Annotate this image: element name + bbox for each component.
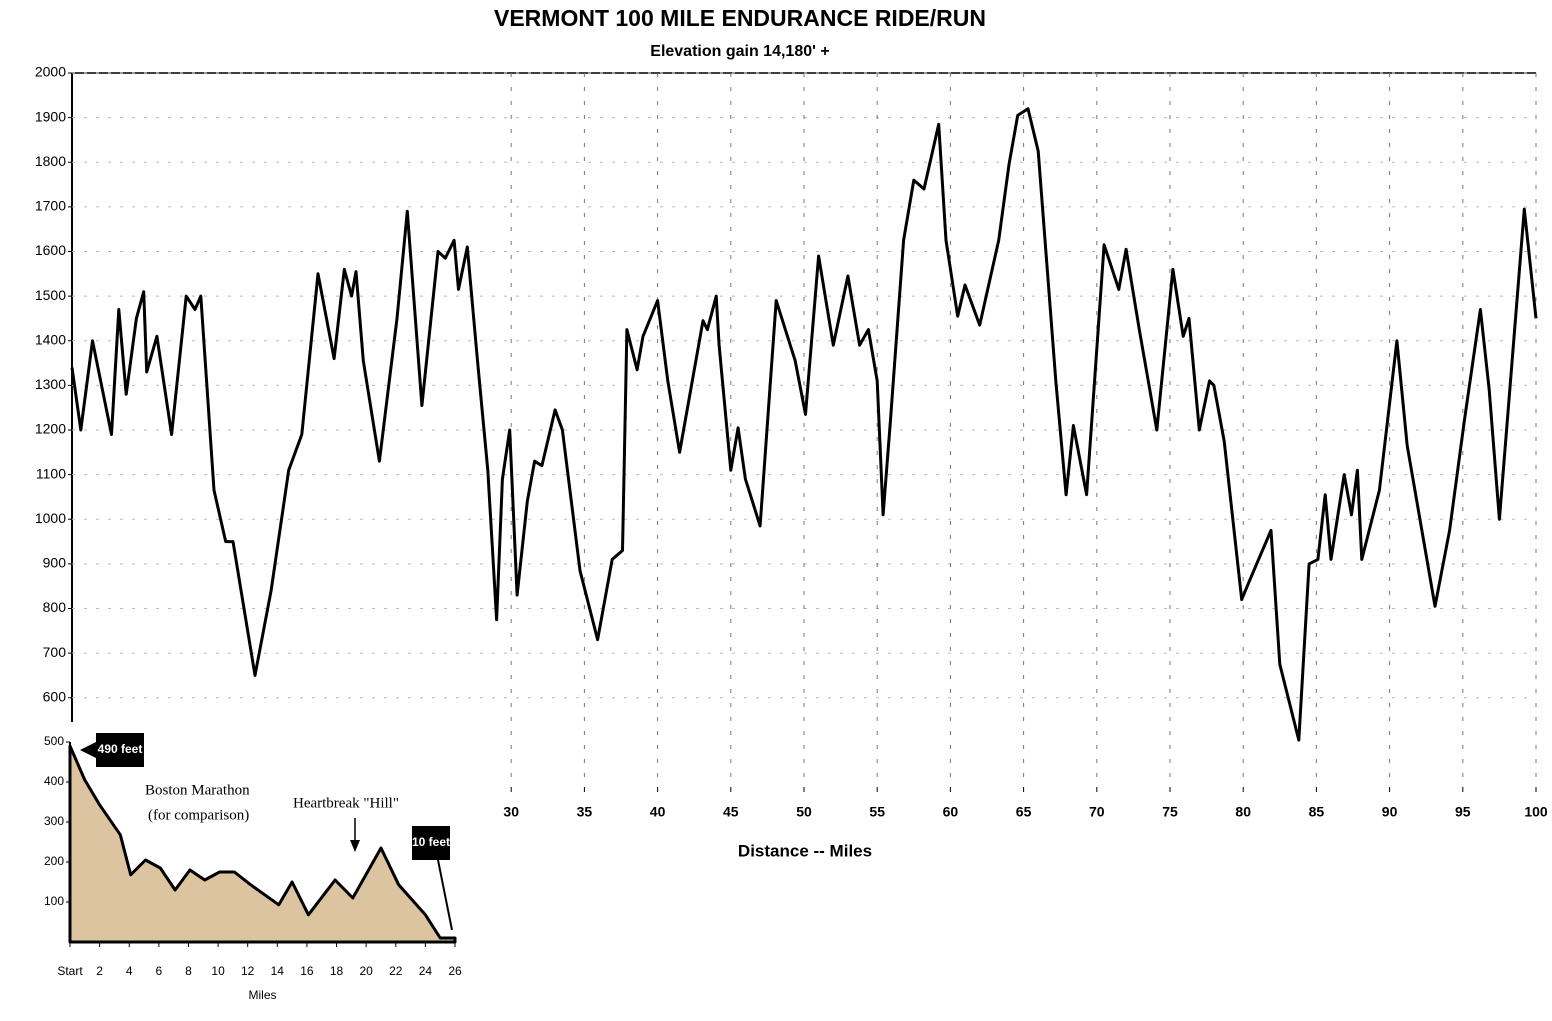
- y-tick-label: 2000: [35, 64, 66, 80]
- x-tick-label: 50: [796, 804, 812, 820]
- y-tick-label: 1300: [35, 376, 66, 392]
- x-tick-label: 22: [389, 964, 403, 978]
- x-tick-label: 6: [156, 964, 163, 978]
- x-tick-label: 18: [330, 964, 344, 978]
- annotation: (for comparison): [148, 807, 249, 823]
- x-tick-label: 60: [943, 804, 959, 820]
- x-tick-label: 75: [1162, 804, 1178, 820]
- x-tick-label: 24: [419, 964, 433, 978]
- x-tick-label: 40: [650, 804, 666, 820]
- y-tick-label: 900: [43, 555, 67, 571]
- x-axis-label: Miles: [248, 988, 276, 1002]
- y-tick-label: 1200: [35, 421, 66, 437]
- x-tick-label: 12: [241, 964, 255, 978]
- x-axis-label: Distance -- Miles: [738, 841, 872, 860]
- x-tick-label: 90: [1382, 804, 1398, 820]
- main-plot: 600 700 800 900 1000 1100 1200 1300 1400 1500 1600…: [35, 64, 1548, 820]
- y-tick-label: 100: [44, 894, 64, 908]
- y-tick-label: 1100: [36, 465, 66, 481]
- y-tick-label: 1600: [35, 242, 66, 258]
- x-tick-label: 100: [1524, 804, 1548, 820]
- x-tick-label: 65: [1016, 804, 1032, 820]
- chart-subtitle: Elevation gain 14,180' +: [650, 43, 829, 60]
- x-tick-label: 14: [271, 964, 285, 978]
- x-tick-label: 45: [723, 804, 739, 820]
- y-tick-label: 1400: [35, 331, 66, 347]
- x-tick-label: 85: [1309, 804, 1325, 820]
- y-tick-label: 300: [44, 814, 64, 828]
- y-tick-label: 1800: [35, 153, 66, 169]
- x-tick-label: 8: [185, 964, 192, 978]
- elevation-line: [70, 107, 1538, 742]
- y-tick-label: 1000: [35, 510, 66, 526]
- y-tick-label: 200: [44, 854, 64, 868]
- x-tick-label: 35: [577, 804, 593, 820]
- x-tick-label: 16: [300, 964, 314, 978]
- callout-box: [96, 733, 144, 767]
- callout-pointer: [80, 742, 96, 758]
- y-tick-label: 500: [44, 734, 64, 748]
- annotation: Boston Marathon: [145, 782, 250, 798]
- y-tick-label: 1700: [35, 198, 66, 214]
- x-tick-label: 70: [1089, 804, 1105, 820]
- y-tick-label: 800: [43, 599, 67, 615]
- y-tick-label: 1500: [35, 287, 66, 303]
- y-tick-label: 400: [44, 774, 64, 788]
- callout-label: 10 feet: [412, 835, 450, 849]
- y-tick-label: 600: [43, 688, 67, 704]
- y-tick-label: 700: [43, 644, 67, 660]
- x-tick-label: 55: [869, 804, 885, 820]
- x-tick-label: 10: [211, 964, 225, 978]
- x-tick-label: 30: [503, 804, 519, 820]
- callout-box: [412, 826, 450, 860]
- chart-title: VERMONT 100 MILE ENDURANCE RIDE/RUN: [494, 5, 986, 31]
- callout-label: 490 feet: [98, 742, 143, 756]
- x-tick-label: 2: [96, 964, 103, 978]
- x-tick-label: Start: [57, 964, 83, 978]
- x-tick-label: 95: [1455, 804, 1471, 820]
- y-tick-label: 1900: [35, 108, 66, 124]
- x-tick-label: 4: [126, 964, 133, 978]
- x-tick-label: 80: [1235, 804, 1251, 820]
- x-tick-label: 26: [448, 964, 462, 978]
- elevation-area: [68, 744, 457, 944]
- annotation: Heartbreak "Hill": [293, 795, 399, 811]
- arrow-head: [350, 840, 360, 852]
- x-tick-label: 20: [359, 964, 373, 978]
- callout-pointer: [437, 859, 453, 931]
